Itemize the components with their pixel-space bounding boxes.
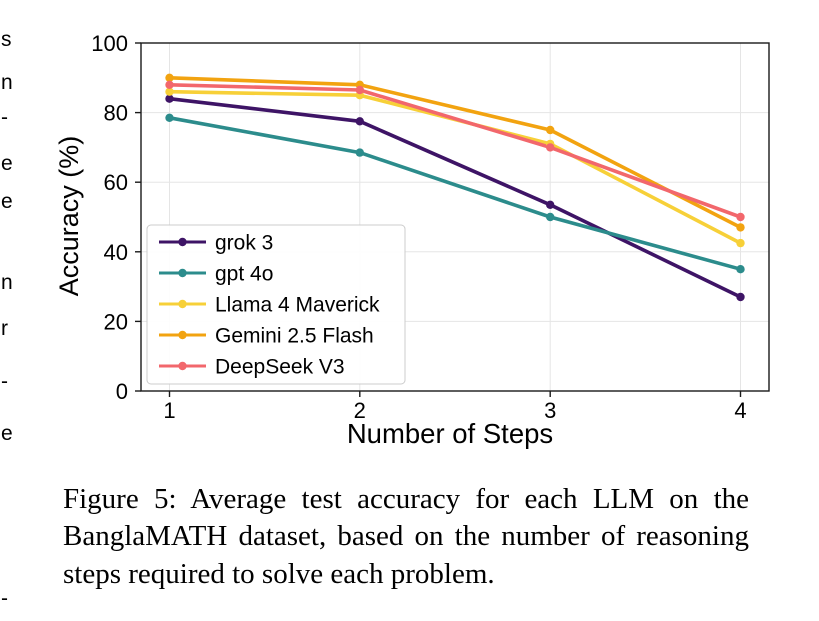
svg-text:-: - bbox=[1, 587, 8, 610]
svg-text:-: - bbox=[1, 106, 8, 129]
svg-text:e: e bbox=[1, 152, 13, 175]
svg-text:Gemini 2.5 Flash: Gemini 2.5 Flash bbox=[215, 325, 374, 348]
svg-text:e: e bbox=[1, 190, 13, 213]
svg-text:n: n bbox=[1, 71, 13, 94]
svg-text:4: 4 bbox=[734, 398, 746, 423]
svg-text:60: 60 bbox=[104, 170, 128, 195]
svg-text:e: e bbox=[1, 422, 13, 445]
svg-text:s: s bbox=[1, 28, 12, 51]
svg-text:0: 0 bbox=[116, 379, 128, 404]
svg-text:100: 100 bbox=[91, 31, 128, 56]
svg-text:40: 40 bbox=[104, 240, 128, 265]
svg-text:Accuracy (%): Accuracy (%) bbox=[54, 136, 84, 297]
svg-text:Llama 4 Maverick: Llama 4 Maverick bbox=[215, 294, 380, 317]
svg-text:DeepSeek V3: DeepSeek V3 bbox=[215, 356, 345, 379]
svg-text:Number of Steps: Number of Steps bbox=[347, 418, 553, 449]
svg-text:grok 3: grok 3 bbox=[215, 232, 273, 255]
svg-text:1: 1 bbox=[163, 398, 175, 423]
svg-text:n: n bbox=[1, 271, 13, 294]
svg-text:20: 20 bbox=[104, 309, 128, 334]
svg-text:80: 80 bbox=[104, 101, 128, 126]
svg-text:gpt 4o: gpt 4o bbox=[215, 263, 273, 286]
svg-text:-: - bbox=[1, 370, 8, 393]
svg-text:r: r bbox=[1, 317, 8, 340]
